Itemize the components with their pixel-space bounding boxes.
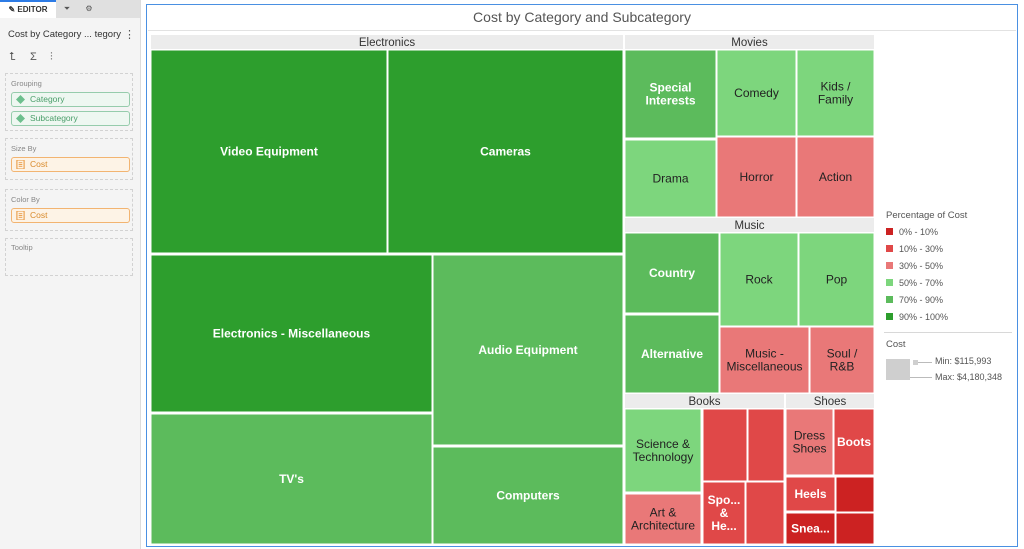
legend-item[interactable]: 50% - 70% [886, 278, 943, 288]
grouping-pill-category[interactable]: Category [11, 92, 130, 107]
legend-swatch [886, 296, 893, 303]
grouping-pill-label: Category [30, 94, 65, 104]
gear-icon: ⚙ [85, 4, 93, 13]
measure-icon [16, 160, 25, 169]
pencil-icon: ✎ [8, 5, 16, 14]
legend-item[interactable]: 70% - 90% [886, 295, 943, 305]
dimension-icon [16, 95, 25, 104]
tab-settings[interactable]: ⚙ [78, 0, 100, 18]
legend-title: Percentage of Cost [886, 210, 968, 221]
size-by-label: Size By [11, 144, 37, 153]
measure-icon [16, 211, 25, 220]
legend-swatch [886, 313, 893, 320]
size-legend-title: Cost [886, 339, 906, 350]
tab-editor[interactable]: ✎ EDITOR [0, 0, 56, 18]
swap-axes-icon[interactable]: ⮤ [9, 51, 16, 63]
size-by-section [5, 138, 133, 180]
size-legend-max-label: Max: $4,180,348 [935, 372, 1003, 382]
legend-swatch [886, 228, 893, 235]
tab-editor-label: EDITOR [17, 5, 48, 14]
size-legend-min-swatch [913, 360, 918, 365]
legend-item[interactable]: 10% - 30% [886, 244, 943, 254]
size-by-pill[interactable]: Cost [11, 157, 130, 172]
legend-label: 0% - 10% [899, 227, 939, 237]
legend-item[interactable]: 90% - 100% [886, 312, 948, 322]
size-legend-max-leader [910, 377, 932, 378]
legend-swatch [886, 245, 893, 252]
legend-label: 90% - 100% [899, 312, 949, 322]
size-legend-min-leader [918, 362, 932, 363]
legend-swatch [886, 279, 893, 286]
editor-panel: ✎ EDITOR ⏷ ⚙ Cost by Category ... tegory… [0, 0, 141, 549]
tab-filter[interactable]: ⏷ [56, 0, 78, 18]
color-by-pill[interactable]: Cost [11, 208, 130, 223]
legend-label: 30% - 50% [899, 261, 944, 271]
legend-label: 50% - 70% [899, 278, 944, 288]
size-legend-min-label: Min: $115,993 [935, 356, 992, 366]
visualization-title[interactable]: Cost by Category ... tegory [8, 29, 121, 40]
dimension-icon [16, 114, 25, 123]
color-by-label: Color By [11, 195, 40, 204]
legend-divider [884, 332, 1012, 333]
chart-title: Cost by Category and Subcategory [473, 9, 691, 25]
sort-icon[interactable]: ⫶ [50, 51, 53, 63]
size-legend-max-swatch [886, 359, 910, 380]
sigma-icon[interactable]: Σ [30, 51, 37, 63]
legend-item[interactable]: 0% - 10% [886, 227, 938, 237]
color-by-section [5, 189, 133, 231]
editor-tabs: ✎ EDITOR ⏷ ⚙ [0, 0, 140, 18]
filter-icon: ⏷ [63, 4, 71, 13]
tooltip-section[interactable] [5, 238, 133, 276]
more-options-icon[interactable]: ⋮ [124, 29, 135, 41]
legend-swatch [886, 262, 893, 269]
legend-item[interactable]: 30% - 50% [886, 261, 943, 271]
grouping-section [5, 73, 133, 131]
legend-label: 70% - 90% [899, 295, 944, 305]
grouping-pill-subcategory[interactable]: Subcategory [11, 111, 130, 126]
title-divider [148, 30, 1016, 31]
size-by-pill-label: Cost [30, 159, 48, 169]
grouping-pill-label: Subcategory [30, 113, 78, 123]
chart-container [146, 4, 1018, 547]
tooltip-label: Tooltip [11, 243, 33, 252]
grouping-label: Grouping [11, 79, 42, 88]
color-by-pill-label: Cost [30, 210, 48, 220]
legend-label: 10% - 30% [899, 244, 944, 254]
